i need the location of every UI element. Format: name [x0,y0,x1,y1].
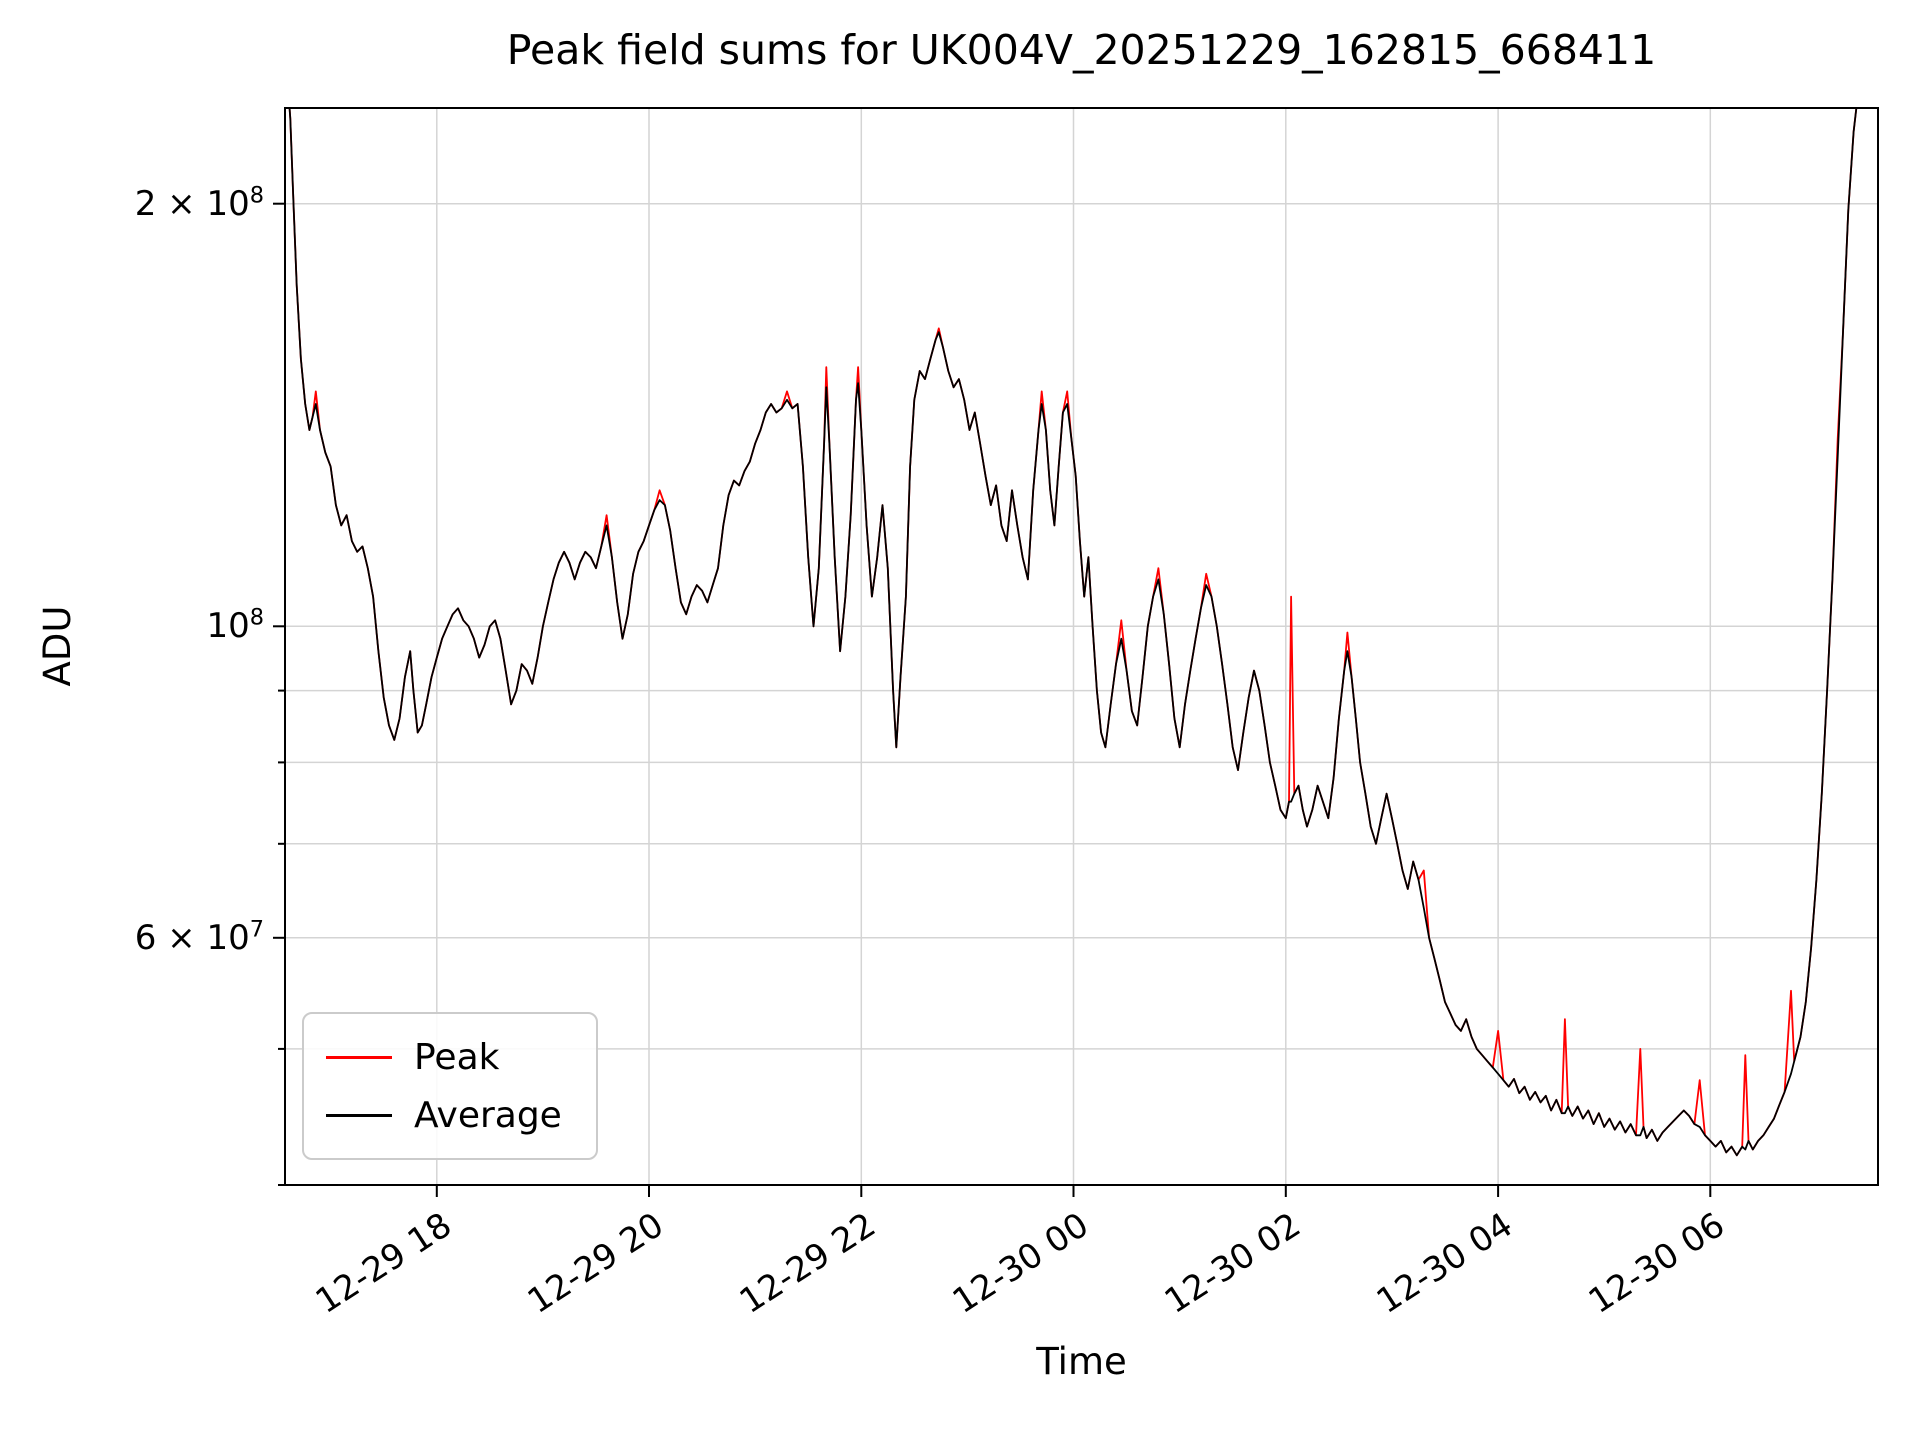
legend-entry-peak: Peak [326,1028,562,1086]
y-tick-label: 108 [206,604,264,647]
legend-entry-average: Average [326,1086,562,1144]
legend-label-peak: Peak [414,1036,500,1078]
plot-frame [284,107,1879,1186]
y-tick-label: 2 × 108 [134,182,264,224]
legend: Peak Average [302,1012,598,1160]
peak-series-line [288,108,1858,1157]
y-tick-label: 6 × 107 [134,916,264,958]
legend-label-average: Average [414,1094,562,1136]
average-line-sample [326,1113,392,1117]
chart-title: Peak field sums for UK004V_20251229_1628… [506,26,1657,74]
average-series-line [288,108,1858,1157]
peak-line-sample [326,1055,392,1059]
y-axis-label: ADU [36,605,79,687]
x-axis-label: Time [1036,1340,1127,1383]
